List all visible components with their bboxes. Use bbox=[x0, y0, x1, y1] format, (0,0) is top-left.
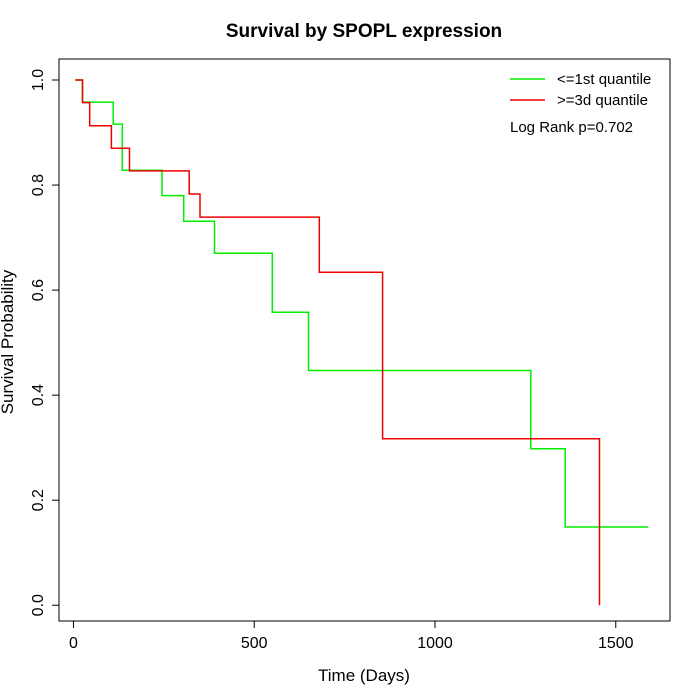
y-axis-label: Survival Probability bbox=[0, 269, 17, 414]
x-tick-label: 1000 bbox=[417, 635, 453, 652]
y-tick-label: 0.0 bbox=[30, 594, 47, 616]
x-axis-label: Time (Days) bbox=[318, 666, 410, 685]
y-tick-label: 0.8 bbox=[30, 174, 47, 196]
y-tick-label: 1.0 bbox=[30, 69, 47, 91]
series-line-0 bbox=[75, 79, 649, 528]
x-tick-label: 500 bbox=[241, 635, 268, 652]
logrank-annotation: Log Rank p=0.702 bbox=[510, 119, 633, 136]
y-axis: 0.0 0.2 0.4 0.6 0.8 1.0 bbox=[30, 69, 60, 616]
legend-label-low: <=1st quantile bbox=[557, 71, 651, 88]
series-layer bbox=[75, 79, 649, 606]
legend: <=1st quantile >=3d quantile bbox=[510, 71, 651, 109]
chart-title: Survival by SPOPL expression bbox=[226, 21, 502, 42]
y-tick-label: 0.6 bbox=[30, 279, 47, 301]
x-tick-label: 1500 bbox=[598, 635, 634, 652]
y-tick-label: 0.2 bbox=[30, 489, 47, 511]
y-tick-label: 0.4 bbox=[30, 384, 47, 406]
plot-frame bbox=[58, 58, 671, 622]
legend-label-high: >=3d quantile bbox=[557, 92, 648, 109]
x-tick-label: 0 bbox=[69, 635, 78, 652]
series-line-1 bbox=[75, 79, 601, 606]
x-axis: 0 500 1000 1500 bbox=[69, 620, 634, 652]
